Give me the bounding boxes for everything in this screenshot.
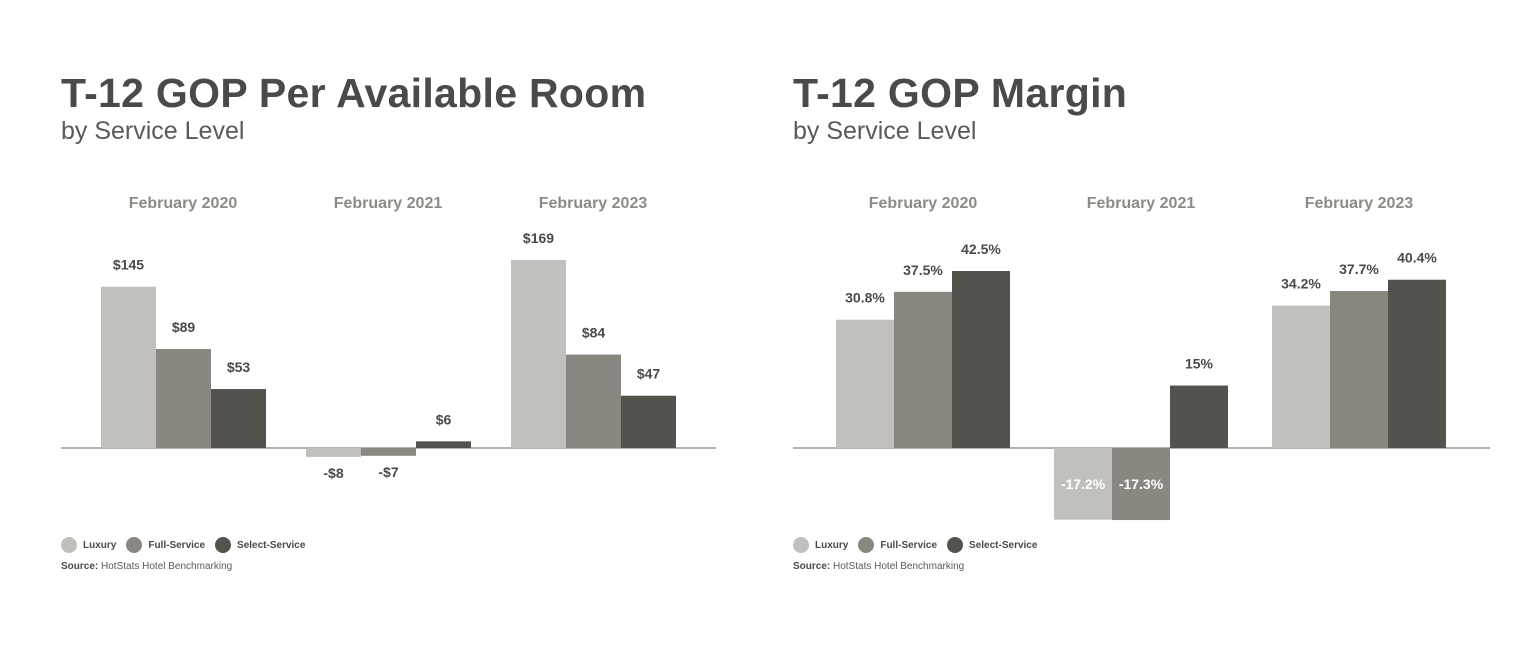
legend-label: Luxury [83, 539, 117, 551]
legend-label: Full-Service [880, 539, 938, 551]
chart-panel-gop-par: T-12 GOP Per Available Room by Service L… [61, 70, 716, 572]
legend-swatch-luxury [793, 537, 809, 553]
legend-item-select-service: Select-Service [215, 537, 305, 553]
bar-full-service [894, 291, 952, 448]
data-label: 34.2% [1281, 276, 1321, 292]
source-note: Source: HotStats Hotel Benchmarking [793, 561, 964, 572]
legend-label: Luxury [815, 539, 849, 551]
category-label: February 2023 [1305, 195, 1414, 212]
source-text: HotStats Hotel Benchmarking [101, 561, 233, 572]
legend-label: Select-Service [969, 539, 1038, 551]
legend-item-luxury: Luxury [61, 537, 116, 553]
data-label: -$7 [378, 464, 398, 480]
bar-luxury [511, 260, 566, 448]
chart-svg-gop-par: February 2020 $145 $89 $53 February 2021 -$8 -… [61, 195, 716, 481]
chart-subtitle: by Service Level [61, 117, 245, 145]
data-label: $89 [172, 319, 196, 335]
legend-item-luxury: Luxury [793, 537, 848, 553]
category-label: February 2023 [539, 195, 648, 212]
chart-subtitle: by Service Level [793, 117, 977, 145]
bar-select-service [1170, 385, 1228, 448]
source-prefix: Source: [61, 561, 99, 572]
bar-luxury [1054, 448, 1112, 520]
data-label: $169 [523, 230, 554, 246]
bar-select-service [621, 395, 676, 448]
legend-swatch-luxury [61, 537, 77, 553]
bar-select-service [211, 389, 266, 448]
data-label: 15% [1185, 356, 1214, 372]
data-label: $6 [436, 411, 452, 427]
data-label: $53 [227, 359, 251, 375]
data-label: -17.3% [1119, 476, 1164, 492]
data-label: $145 [113, 257, 144, 273]
bar-select-service [1388, 279, 1446, 448]
legend-swatch-select-service [215, 537, 232, 553]
legend-swatch-full-service [126, 537, 143, 553]
data-label: 40.4% [1397, 250, 1437, 266]
data-label: 37.7% [1339, 261, 1379, 277]
chart-svg-gop-margin: February 2020 30.8% 37.5% 42.5% February 202… [793, 195, 1490, 521]
legend-label: Full-Service [148, 539, 206, 551]
category-label: February 2021 [334, 195, 443, 212]
legend: Luxury Full-Service Select-Service [793, 537, 1047, 553]
data-label: 30.8% [845, 290, 885, 306]
data-label: 37.5% [903, 262, 943, 278]
legend-label: Select-Service [237, 539, 306, 551]
category-label: February 2020 [869, 195, 978, 212]
bar-full-service [1112, 448, 1170, 521]
legend-item-full-service: Full-Service [126, 537, 205, 553]
source-note: Source: HotStats Hotel Benchmarking [61, 561, 232, 572]
bar-full-service [566, 354, 621, 448]
bar-full-service [361, 448, 416, 456]
legend: Luxury Full-Service Select-Service [61, 537, 315, 553]
data-label: $47 [637, 366, 661, 382]
data-label: -$8 [323, 465, 343, 481]
bar-luxury [306, 448, 361, 457]
legend-item-select-service: Select-Service [947, 537, 1037, 553]
data-label: -17.2% [1061, 476, 1106, 492]
bar-luxury [836, 319, 894, 448]
bar-luxury [101, 286, 156, 448]
bar-select-service [952, 271, 1010, 448]
bar-select-service [416, 441, 471, 448]
data-label: 42.5% [961, 241, 1001, 257]
data-label: $84 [582, 325, 606, 341]
legend-swatch-full-service [858, 537, 875, 553]
chart-title: T-12 GOP Margin [793, 70, 1128, 116]
source-prefix: Source: [793, 561, 831, 572]
bar-luxury [1272, 305, 1330, 448]
chart-title: T-12 GOP Per Available Room [61, 70, 647, 116]
source-text: HotStats Hotel Benchmarking [833, 561, 965, 572]
category-label: February 2020 [129, 195, 238, 212]
chart-panel-gop-margin: T-12 GOP Margin by Service Level Februar… [732, 0, 1536, 662]
legend-swatch-select-service [947, 537, 964, 553]
bar-full-service [1330, 290, 1388, 448]
category-label: February 2021 [1087, 195, 1196, 212]
legend-item-full-service: Full-Service [858, 537, 937, 553]
bar-full-service [156, 348, 211, 448]
